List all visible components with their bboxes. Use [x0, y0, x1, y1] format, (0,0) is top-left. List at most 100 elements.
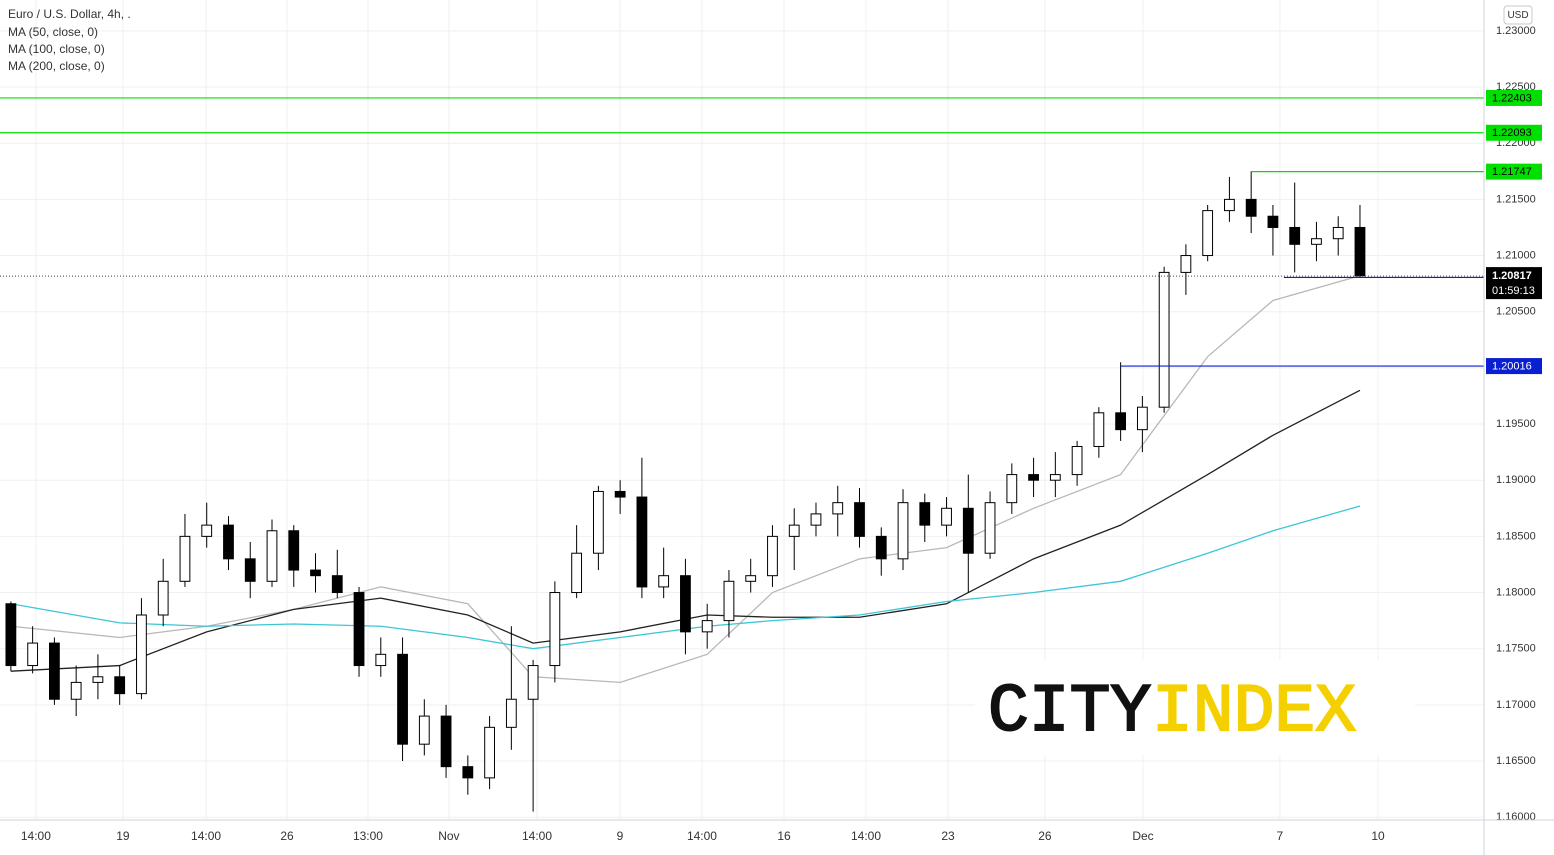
candle-body [418, 715, 430, 745]
candle-body [832, 502, 844, 515]
level-label: 1.21747 [1492, 166, 1532, 178]
x-tick-label: 14:00 [191, 829, 221, 843]
candle-body [1332, 226, 1344, 240]
x-tick-label: 14:00 [522, 829, 552, 843]
candle-body [136, 614, 147, 695]
candle-body [1311, 238, 1322, 245]
currency-button[interactable] [1503, 5, 1533, 25]
candle-body [745, 575, 757, 582]
candle-body [941, 507, 952, 526]
candle-body [244, 558, 256, 582]
x-tick-label: 14:00 [21, 829, 51, 843]
candle-body [636, 496, 648, 588]
candle-body [1071, 446, 1083, 476]
x-tick-label: 7 [1277, 829, 1284, 843]
y-tick-label: 1.16000 [1496, 811, 1536, 823]
x-tick-label: Dec [1132, 829, 1153, 843]
candle-body [462, 766, 474, 779]
candle-body [723, 580, 735, 622]
y-tick-label: 1.21000 [1496, 249, 1536, 261]
x-tick-label: 26 [1038, 829, 1052, 843]
candle-body [353, 592, 365, 667]
logo-city: CITY [988, 674, 1151, 751]
candle-body [288, 530, 300, 571]
currency: USD [1507, 10, 1528, 21]
level-label-box [1486, 163, 1542, 180]
candle-body [5, 603, 17, 667]
logo-background [975, 660, 1415, 755]
candle-body [788, 524, 800, 537]
candle-body [223, 524, 234, 560]
legend-item: MA (100, close, 0) [8, 42, 105, 56]
candle-body [375, 653, 387, 667]
legend-item: MA (200, close, 0) [8, 59, 105, 73]
candle-body [592, 490, 604, 554]
x-tick-label: 9 [617, 829, 624, 843]
candle-body [440, 715, 452, 768]
x-tick-label: 19 [116, 829, 130, 843]
x-tick-label: Nov [438, 829, 459, 843]
level-label-box [1486, 124, 1542, 141]
level-label-box [1486, 358, 1542, 375]
candle-body [767, 535, 778, 577]
candle-body [49, 642, 60, 700]
candle-body [331, 575, 343, 594]
level-label: 1.22403 [1492, 92, 1532, 104]
candle-body [70, 681, 82, 700]
candle-body [897, 502, 909, 560]
candle-body [680, 575, 691, 633]
candle-body [484, 726, 495, 779]
candle-body [1115, 412, 1127, 431]
candle-body [1028, 474, 1039, 481]
candle-body [527, 665, 539, 700]
candle-body [549, 592, 561, 667]
countdown: 01:59:13 [1492, 285, 1535, 297]
y-tick-label: 1.18500 [1496, 530, 1536, 542]
candle-body [114, 676, 126, 695]
candle-body [810, 513, 822, 526]
x-tick-label: 26 [280, 829, 294, 843]
level-label-box [1486, 89, 1542, 106]
y-tick-label: 1.17000 [1496, 699, 1536, 711]
candle-body [157, 580, 169, 616]
candle-body [571, 552, 583, 594]
y-tick-label: 1.19500 [1496, 418, 1536, 430]
y-tick-label: 1.16500 [1496, 755, 1536, 767]
candle-body [1267, 215, 1279, 228]
candle-body [1289, 226, 1301, 245]
y-tick-label: 1.23000 [1496, 25, 1536, 37]
level-label: 1.22093 [1492, 127, 1532, 139]
legend-item: MA (50, close, 0) [8, 25, 98, 39]
candle-body [1093, 412, 1105, 448]
level-label: 1.20016 [1492, 360, 1532, 372]
candle-body [658, 575, 670, 588]
candle-body [92, 676, 104, 683]
x-tick-label: 13:00 [353, 829, 383, 843]
x-tick-label: 23 [941, 829, 955, 843]
y-tick-label: 1.21500 [1496, 193, 1536, 205]
candle-body [1245, 198, 1257, 217]
candle-body [614, 490, 626, 498]
y-tick-label: 1.18000 [1496, 586, 1536, 598]
candle-body [701, 620, 713, 633]
candle-body [201, 524, 213, 537]
y-tick-label: 1.19000 [1496, 474, 1536, 486]
candle-body [1158, 271, 1170, 408]
candle-body [505, 698, 517, 728]
candle-body [984, 502, 996, 554]
candle-body [1006, 474, 1018, 504]
candle-body [1180, 255, 1192, 273]
candle-body [310, 569, 321, 577]
candle-body [266, 530, 278, 582]
moving-average [10, 275, 1361, 684]
candle-body [1136, 406, 1148, 431]
x-tick-label: 14:00 [851, 829, 881, 843]
candle-body [27, 642, 39, 667]
candle-body [875, 535, 887, 560]
last-price-box [1486, 267, 1542, 300]
legend-title: Euro / U.S. Dollar, 4h, . [8, 7, 131, 21]
y-tick-label: 1.20500 [1496, 306, 1536, 318]
y-tick-label: 1.17500 [1496, 643, 1536, 655]
candle-body [1354, 226, 1366, 277]
